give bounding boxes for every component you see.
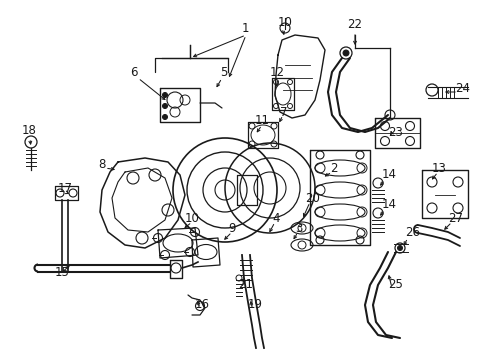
Circle shape [162,104,167,108]
Text: 26: 26 [404,225,419,238]
Text: 24: 24 [454,81,469,94]
Text: 16: 16 [195,298,209,311]
Text: 10: 10 [184,211,200,225]
Text: 3: 3 [294,221,302,234]
Text: 14: 14 [381,168,396,181]
Text: 8: 8 [98,158,105,171]
Text: 10: 10 [278,15,292,28]
Circle shape [397,246,402,251]
Text: 11: 11 [254,113,269,126]
Text: 21: 21 [238,279,252,292]
Text: 5: 5 [220,66,227,78]
Text: 9: 9 [227,221,235,234]
Text: 17: 17 [58,181,73,194]
Text: 14: 14 [381,198,396,211]
Circle shape [342,50,348,56]
Text: 12: 12 [269,66,285,78]
Text: 20: 20 [305,192,319,204]
Text: 23: 23 [387,126,402,139]
Text: 22: 22 [347,18,362,31]
Text: 19: 19 [247,298,263,311]
Text: 7: 7 [280,105,287,118]
Text: 27: 27 [447,211,462,225]
Circle shape [162,93,167,98]
Text: 13: 13 [431,162,446,175]
Text: 2: 2 [329,162,337,175]
Text: 15: 15 [55,266,70,279]
Text: 25: 25 [387,279,402,292]
Text: 1: 1 [241,22,248,35]
Text: 4: 4 [271,211,279,225]
Text: 18: 18 [22,123,37,136]
Circle shape [162,114,167,120]
Text: 6: 6 [130,66,137,78]
